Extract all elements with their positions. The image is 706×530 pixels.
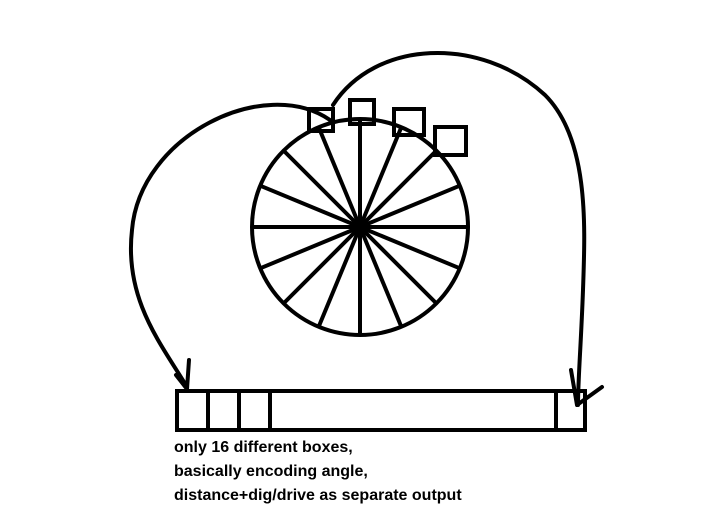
wheel-spoke bbox=[259, 225, 361, 271]
sample-box-1 bbox=[307, 107, 335, 133]
wheel bbox=[250, 117, 470, 337]
output-bar-frame bbox=[175, 389, 587, 432]
wheel-spoke bbox=[316, 126, 362, 228]
wheel-spoke bbox=[358, 225, 438, 305]
right-curved-arrow bbox=[331, 50, 587, 407]
wheel-spoke bbox=[259, 183, 361, 229]
sample-box-4 bbox=[433, 125, 468, 157]
sample-box-3 bbox=[392, 107, 426, 137]
arrowhead-down-icon bbox=[569, 368, 604, 407]
wheel-spoke bbox=[282, 225, 362, 305]
caption: only 16 different boxes, basically encod… bbox=[174, 436, 694, 508]
output-bar bbox=[175, 389, 587, 432]
wheel-spoke bbox=[359, 183, 461, 229]
wheel-spoke bbox=[358, 126, 404, 228]
caption-line-1: only 16 different boxes, bbox=[174, 439, 353, 456]
left-curved-arrow bbox=[128, 102, 332, 389]
caption-line-3: distance+dig/drive as separate output bbox=[174, 487, 462, 504]
caption-line-2: basically encoding angle, bbox=[174, 463, 368, 480]
wheel-spoke bbox=[282, 149, 362, 229]
sample-box-2 bbox=[348, 98, 376, 126]
sample-boxes bbox=[307, 98, 468, 157]
wheel-spoke bbox=[358, 226, 404, 328]
wheel-spoke bbox=[359, 225, 461, 271]
wheel-spoke bbox=[316, 226, 362, 328]
arrowhead-down-icon bbox=[174, 358, 191, 391]
wheel-spoke bbox=[358, 149, 438, 229]
wheel-spokes bbox=[252, 119, 468, 335]
